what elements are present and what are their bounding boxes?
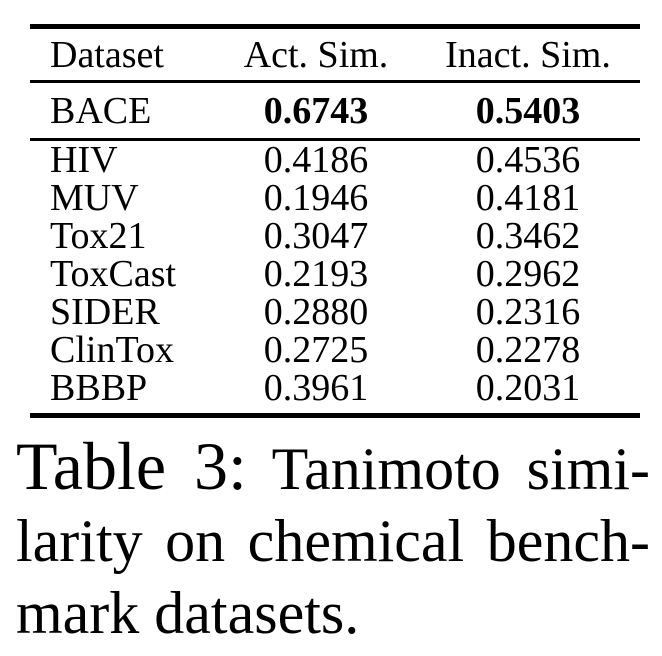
table-section-rule [30, 138, 640, 141]
inact-sim-cell: 0.4536 [475, 139, 581, 181]
inact-sim-cell: 0.3462 [475, 215, 581, 257]
table-row-bace: BACE 0.6743 0.5403 [30, 83, 640, 138]
table-bottom-rule [30, 413, 640, 418]
caption-line-2: larity on chemical bench- [16, 508, 650, 574]
table-row-sider: SIDER 0.2880 0.2316 [30, 293, 640, 331]
table-body: HIV 0.4186 0.4536 MUV 0.1946 0.4181 Tox2… [30, 141, 640, 413]
dataset-cell: Tox21 [50, 215, 147, 257]
table-row-bbbp: BBBP 0.3961 0.2031 [30, 369, 640, 407]
act-sim-cell: 0.2725 [263, 329, 369, 371]
dataset-cell: MUV [50, 177, 139, 219]
act-sim-cell: 0.6743 [263, 89, 369, 132]
column-header-act-sim: Act. Sim. [243, 33, 389, 76]
column-header-inact-sim: Inact. Sim. [445, 33, 611, 76]
act-sim-cell: 0.3047 [263, 215, 369, 257]
caption-line-1-text: Tanimoto simi- [271, 436, 650, 502]
tanimoto-similarity-table: Dataset Act. Sim. Inact. Sim. BACE 0.674… [30, 0, 640, 418]
inact-sim-cell: 0.5403 [475, 89, 581, 132]
dataset-cell: SIDER [50, 291, 160, 333]
table-header-rule [30, 80, 640, 83]
table-header-row: Dataset Act. Sim. Inact. Sim. [30, 29, 640, 80]
act-sim-cell: 0.4186 [263, 139, 369, 181]
table-row-toxcast: ToxCast 0.2193 0.2962 [30, 255, 640, 293]
dataset-cell: ToxCast [50, 253, 177, 295]
act-sim-cell: 0.1946 [263, 177, 369, 219]
inact-sim-cell: 0.2278 [475, 329, 581, 371]
act-sim-cell: 0.2880 [263, 291, 369, 333]
inact-sim-cell: 0.2031 [475, 367, 581, 409]
dataset-cell: HIV [50, 139, 118, 181]
dataset-cell: ClinTox [50, 329, 175, 371]
table-row-muv: MUV 0.1946 0.4181 [30, 179, 640, 217]
table-row-hiv: HIV 0.4186 0.4536 [30, 141, 640, 179]
table-caption: Table 3: Tanimoto simi- larity on chemic… [16, 430, 650, 649]
act-sim-cell: 0.3961 [263, 367, 369, 409]
act-sim-cell: 0.2193 [263, 253, 369, 295]
inact-sim-cell: 0.2962 [475, 253, 581, 295]
dataset-cell: BACE [50, 89, 152, 132]
caption-line-1: Table 3: Tanimoto simi- [16, 430, 650, 505]
table-row-tox21: Tox21 0.3047 0.3462 [30, 217, 640, 255]
caption-line-3: mark datasets. [16, 580, 360, 646]
table-row-clintox: ClinTox 0.2725 0.2278 [30, 331, 640, 369]
caption-label: Table 3: [16, 428, 247, 504]
column-header-dataset: Dataset [50, 33, 164, 76]
dataset-cell: BBBP [50, 367, 148, 409]
inact-sim-cell: 0.2316 [475, 291, 581, 333]
inact-sim-cell: 0.4181 [475, 177, 581, 219]
table-top-rule [30, 24, 640, 29]
